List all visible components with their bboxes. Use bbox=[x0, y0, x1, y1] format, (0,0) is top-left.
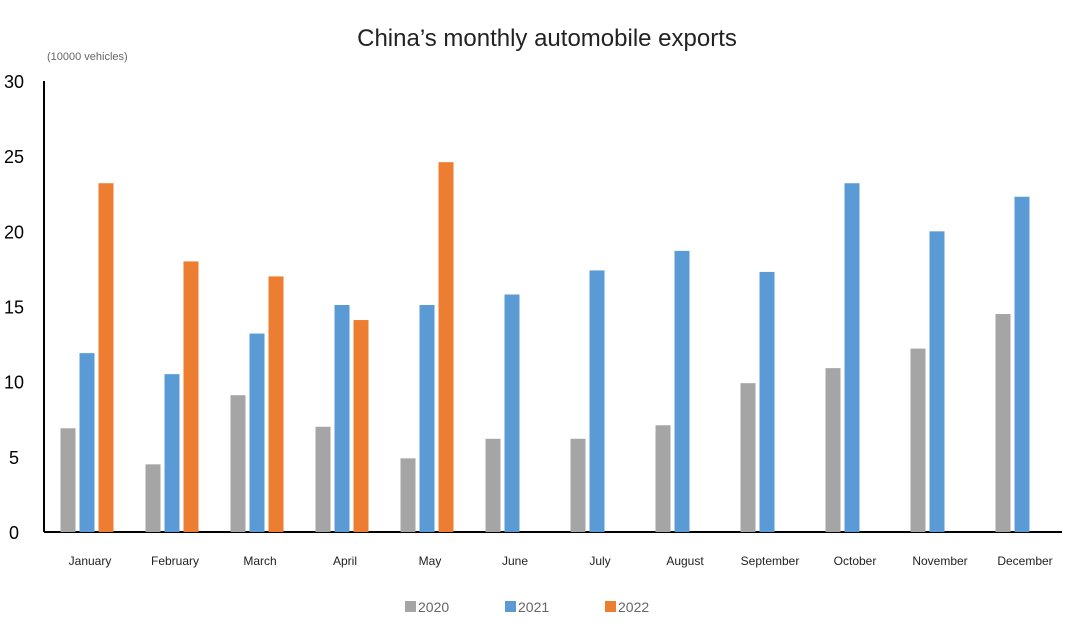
bar-2021-june bbox=[504, 294, 520, 532]
bar-2021-january bbox=[79, 353, 95, 532]
bar-2022-april bbox=[353, 320, 369, 532]
bar-2022-march bbox=[268, 276, 284, 532]
bar-2020-may bbox=[400, 458, 416, 532]
x-tick-label: December bbox=[997, 554, 1052, 568]
bar-2020-june bbox=[485, 438, 501, 532]
bar-2020-february bbox=[145, 464, 161, 532]
legend-label: 2020 bbox=[418, 599, 449, 615]
legend-label: 2022 bbox=[618, 599, 649, 615]
y-tick-label: 10 bbox=[4, 373, 24, 393]
x-tick-label: February bbox=[151, 554, 199, 568]
bar-2020-july bbox=[570, 438, 586, 532]
bar-2020-september bbox=[740, 383, 756, 532]
bar-2021-march bbox=[249, 333, 265, 532]
x-tick-label: June bbox=[502, 554, 528, 568]
bar-2021-april bbox=[334, 304, 350, 532]
bar-2020-december bbox=[995, 314, 1011, 532]
bar-2022-february bbox=[183, 261, 199, 532]
bar-2022-january bbox=[98, 183, 114, 532]
bar-2021-august bbox=[674, 250, 690, 533]
bar-2021-november bbox=[929, 231, 945, 533]
bar-2021-february bbox=[164, 374, 180, 532]
legend-label: 2021 bbox=[518, 599, 549, 615]
bar-2020-january bbox=[60, 428, 76, 532]
bar-2020-october bbox=[825, 368, 841, 532]
y-tick-label: 5 bbox=[9, 448, 19, 468]
bar-2021-december bbox=[1014, 196, 1030, 533]
y-tick-label: 20 bbox=[4, 222, 24, 242]
y-tick-label: 30 bbox=[4, 72, 24, 92]
x-tick-label: March bbox=[243, 554, 276, 568]
x-tick-label: November bbox=[912, 554, 967, 568]
y-axis-unit-label: (10000 vehicles) bbox=[47, 51, 128, 63]
x-tick-label: January bbox=[69, 554, 112, 568]
bar-2021-september bbox=[759, 271, 775, 532]
y-tick-label: 0 bbox=[9, 523, 19, 543]
legend-swatch-2022 bbox=[605, 601, 616, 612]
x-tick-label: April bbox=[333, 554, 357, 568]
bar-2020-august bbox=[655, 425, 671, 532]
x-tick-label: August bbox=[666, 554, 704, 568]
bar-2021-may bbox=[419, 304, 435, 532]
x-tick-label: September bbox=[741, 554, 800, 568]
bar-2020-november bbox=[910, 348, 926, 532]
legend-swatch-2020 bbox=[405, 601, 416, 612]
bar-2022-may bbox=[438, 162, 454, 532]
bar-2021-july bbox=[589, 270, 605, 532]
legend-swatch-2021 bbox=[505, 601, 516, 612]
bar-2021-october bbox=[844, 183, 860, 532]
bar-2020-april bbox=[315, 426, 331, 532]
x-tick-label: October bbox=[834, 554, 877, 568]
bar-2020-march bbox=[230, 395, 246, 532]
chart-title: China’s monthly automobile exports bbox=[357, 25, 737, 52]
legend: 2020 2021 2022 bbox=[405, 599, 649, 615]
x-tick-label: July bbox=[589, 554, 610, 568]
x-tick-label: May bbox=[419, 554, 442, 568]
y-tick-label: 25 bbox=[4, 147, 24, 167]
y-tick-label: 15 bbox=[4, 298, 24, 318]
